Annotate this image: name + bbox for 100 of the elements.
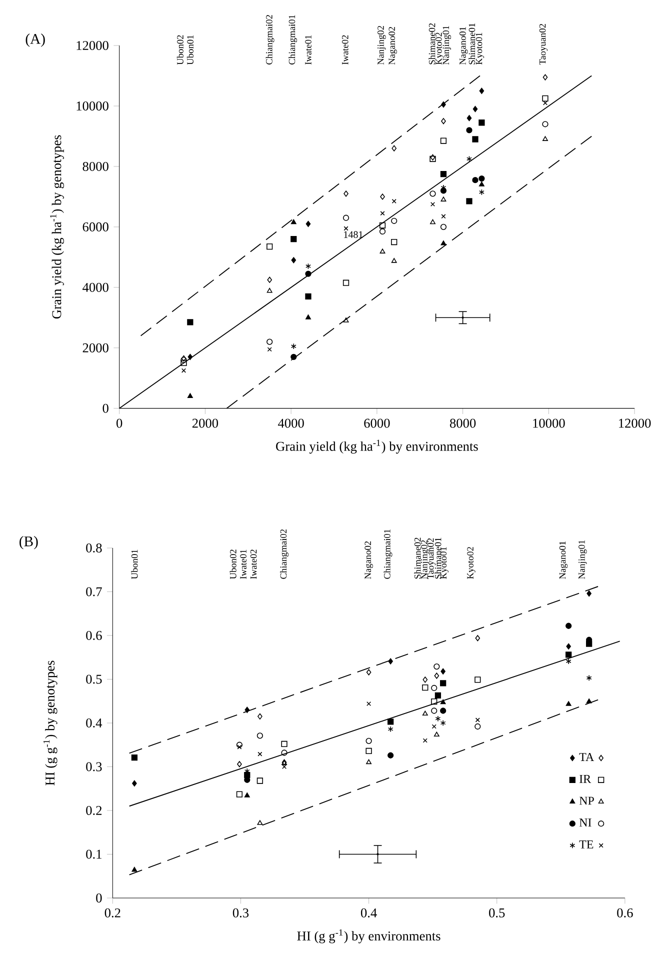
point [434, 732, 440, 737]
point [431, 708, 438, 714]
point [267, 276, 272, 283]
point [306, 220, 311, 227]
x-tick-label: 0.5 [489, 908, 505, 918]
point [542, 121, 548, 128]
annotation: Shimane02 [428, 23, 436, 64]
point [440, 699, 446, 704]
annotation: Shimane01 [468, 23, 476, 64]
point [366, 748, 372, 754]
point [440, 224, 447, 230]
point [290, 219, 296, 224]
y-axis-title: HI (g g$^{-1}$) by genotypes [43, 660, 58, 786]
point [366, 669, 372, 676]
annotation: Nanjing02 [421, 540, 430, 579]
point [566, 658, 572, 664]
annotation: Chiangmai02 [280, 529, 289, 579]
point [392, 198, 396, 204]
point [132, 780, 137, 786]
x-tick-label: 0.4 [360, 908, 377, 918]
point [236, 791, 243, 798]
y-tick-label: 12000 [76, 41, 108, 50]
y-tick-label: 0 [96, 894, 102, 902]
y-tick-label: 0.5 [86, 674, 102, 684]
point [430, 219, 436, 224]
y-tick-label: 0.6 [86, 630, 102, 640]
point [237, 761, 242, 768]
point [466, 156, 472, 162]
point [475, 718, 480, 722]
point [478, 182, 484, 186]
point [290, 236, 297, 242]
y-tick-label: 0.1 [86, 850, 102, 859]
y-tick-label: 8000 [82, 162, 108, 171]
point [187, 319, 194, 326]
point [391, 218, 398, 224]
annotation: Iwate02 [250, 550, 257, 579]
point [566, 701, 572, 706]
point [281, 740, 288, 748]
point [434, 692, 442, 698]
point [422, 684, 428, 691]
y-tick-label: 2000 [82, 343, 108, 352]
point [305, 293, 312, 300]
point [586, 698, 592, 704]
point [440, 680, 446, 686]
y-tick-label: 0.4 [86, 718, 102, 728]
annotation: Kyoto01 [476, 32, 484, 65]
x-tick-label: 12000 [619, 418, 651, 428]
x-tick-label: 4000 [278, 418, 304, 428]
point [257, 820, 263, 825]
point [434, 663, 440, 670]
y-tick-label: 0.7 [86, 587, 102, 596]
x-tick-label: 0 [116, 418, 122, 428]
point [440, 720, 446, 726]
point [434, 672, 440, 679]
point [256, 778, 264, 784]
point [440, 240, 446, 246]
y-tick-label: 10000 [76, 101, 108, 110]
point [466, 115, 472, 122]
point [441, 214, 446, 219]
annotation: Shimane02 [414, 538, 421, 579]
point [267, 347, 272, 352]
chart-title: (B) [20, 536, 38, 550]
annotation: Nagano01 [559, 541, 568, 579]
annotation: Ubon02 [230, 550, 236, 580]
y-tick-label: 0.3 [86, 762, 102, 772]
x-tick-label: 0.3 [232, 908, 249, 918]
point [422, 738, 428, 743]
point [305, 270, 312, 277]
point [290, 354, 297, 360]
point [478, 175, 485, 182]
annotation: 1481 [344, 231, 363, 238]
point [466, 127, 472, 134]
point [586, 674, 592, 682]
point [474, 676, 481, 683]
point [422, 710, 428, 716]
annotation: Nagano01 [460, 27, 468, 65]
point [466, 198, 472, 204]
point [440, 668, 446, 674]
annotation: Nanjing01 [578, 540, 587, 579]
legend-label: IR [580, 774, 592, 783]
point [472, 176, 478, 184]
y-tick-label: 0.2 [86, 806, 102, 816]
point [472, 106, 478, 112]
point [244, 706, 250, 713]
y-tick-label: 4000 [82, 282, 108, 292]
point [188, 354, 193, 360]
point [131, 754, 138, 761]
point [542, 136, 548, 141]
point [180, 360, 187, 366]
point [430, 190, 436, 197]
annotation: Nanjing01 [442, 26, 452, 65]
legend-label: NP [579, 796, 594, 805]
point [474, 723, 481, 730]
point [388, 718, 394, 725]
y-axis-title: Grain yield (kg ha$^{-1}$) by genotypes [50, 135, 64, 319]
annotation: Taoyuan02 [539, 24, 548, 65]
point [388, 726, 394, 732]
annotation: Nanjing02 [378, 26, 386, 65]
annotation: Iwate01 [240, 550, 246, 579]
annotation: Ubon02 [176, 35, 184, 65]
